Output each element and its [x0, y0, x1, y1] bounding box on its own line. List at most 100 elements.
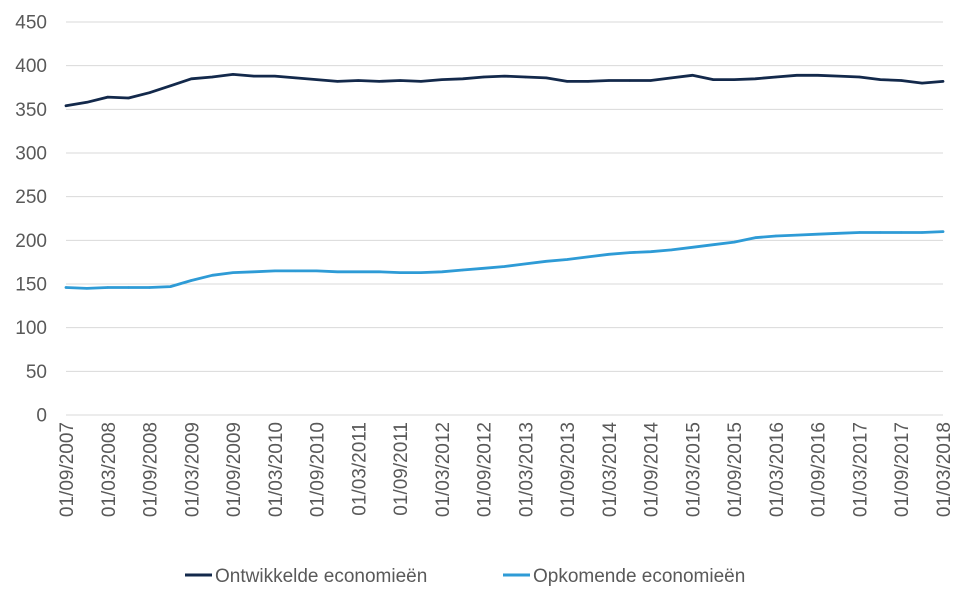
- series-2: [64, 230, 945, 290]
- data-point: [628, 251, 631, 254]
- data-point: [774, 234, 778, 238]
- data-point: [148, 286, 151, 289]
- data-point: [294, 76, 297, 80]
- data-point: [628, 79, 631, 82]
- data-point: [357, 79, 360, 82]
- data-point: [545, 76, 548, 80]
- x-tick-label: 01/03/2014: [600, 422, 621, 518]
- data-point: [169, 84, 172, 87]
- data-point: [565, 258, 569, 261]
- x-tick-label: 01/09/2014: [642, 422, 663, 518]
- data-point: [419, 80, 423, 83]
- data-point: [252, 270, 256, 273]
- x-tick-label: 01/03/2015: [683, 422, 704, 517]
- data-point: [357, 270, 360, 273]
- data-point: [837, 74, 840, 78]
- data-point: [607, 253, 611, 256]
- data-point: [774, 75, 778, 79]
- data-point: [524, 262, 527, 266]
- x-tick-label: 01/09/2012: [475, 422, 496, 517]
- data-point: [670, 248, 673, 252]
- data-point: [336, 80, 339, 83]
- data-point: [545, 260, 548, 263]
- data-point: [712, 243, 715, 246]
- legend-label: Opkomende economieën: [533, 566, 745, 587]
- x-tick-label: 01/03/2011: [349, 422, 370, 516]
- data-point: [273, 269, 277, 273]
- data-point: [336, 270, 339, 273]
- x-tick-label: 01/09/2009: [224, 422, 245, 517]
- y-tick-label: 200: [15, 231, 47, 252]
- x-tick-label: 01/03/2018: [934, 422, 955, 517]
- data-point: [231, 73, 235, 76]
- data-point: [503, 74, 506, 78]
- data-point: [482, 267, 485, 270]
- data-point: [879, 231, 882, 234]
- data-point: [106, 286, 109, 289]
- data-point: [753, 236, 757, 239]
- x-tick-label: 01/09/2015: [725, 422, 746, 517]
- data-point: [127, 96, 130, 100]
- data-point: [398, 271, 402, 274]
- data-point: [378, 80, 381, 83]
- data-point: [795, 233, 799, 237]
- data-point: [64, 286, 68, 289]
- data-point: [190, 279, 193, 282]
- data-point: [148, 91, 151, 94]
- data-point: [586, 80, 590, 83]
- data-point: [169, 285, 172, 288]
- y-tick-label: 300: [15, 144, 47, 165]
- series-line: [64, 73, 945, 108]
- data-point: [920, 231, 924, 234]
- data-point: [294, 269, 297, 273]
- data-point: [691, 246, 694, 249]
- legend-label: Ontwikkelde economieën: [215, 566, 427, 587]
- data-point: [565, 80, 569, 83]
- x-tick-label: 01/09/2013: [558, 422, 579, 517]
- data-point: [482, 75, 485, 79]
- y-axis-tick-labels: 0 50 100 150 200 250 300 350 400 450: [15, 13, 47, 427]
- data-point: [900, 231, 903, 234]
- data-point: [607, 79, 611, 82]
- data-point: [210, 75, 214, 79]
- x-tick-label: 01/03/2009: [182, 422, 203, 517]
- x-tick-label: 01/03/2008: [99, 422, 120, 517]
- data-point: [712, 78, 715, 81]
- legend-item: Opkomende economieën: [503, 566, 745, 587]
- series-lines: [64, 73, 945, 290]
- data-point: [419, 271, 423, 274]
- data-point: [252, 74, 256, 78]
- x-tick-label: 01/03/2016: [767, 422, 788, 517]
- legend-item: Ontwikkelde economieën: [185, 566, 427, 587]
- data-point: [461, 268, 464, 272]
- data-point: [920, 81, 924, 85]
- y-tick-label: 250: [15, 187, 47, 208]
- x-tick-label: 01/03/2013: [516, 422, 537, 517]
- data-point: [879, 78, 882, 81]
- data-point: [398, 79, 402, 82]
- y-tick-label: 0: [36, 406, 47, 427]
- data-point: [461, 77, 464, 80]
- data-point: [795, 74, 799, 77]
- x-axis-tick-labels: 01/09/2007 01/03/2008 01/09/2008 01/03/2009…: [57, 422, 955, 518]
- data-point: [64, 104, 68, 108]
- data-point: [732, 78, 736, 81]
- x-tick-label: 01/09/2017: [892, 422, 913, 517]
- data-point: [816, 74, 819, 77]
- y-tick-label: 50: [26, 362, 47, 383]
- data-point: [106, 95, 109, 99]
- x-tick-label: 01/09/2016: [809, 422, 830, 517]
- data-point: [503, 265, 506, 268]
- series-1: [64, 73, 945, 108]
- data-point: [649, 250, 652, 253]
- data-point: [816, 233, 819, 236]
- x-tick-label: 01/09/2011: [391, 422, 412, 516]
- gridlines: [66, 21, 943, 416]
- x-tick-label: 01/03/2012: [433, 422, 454, 517]
- data-point: [315, 78, 318, 81]
- data-point: [941, 80, 945, 83]
- data-point: [231, 271, 235, 274]
- data-point: [315, 269, 318, 273]
- y-tick-label: 150: [15, 275, 47, 296]
- data-point: [837, 232, 840, 235]
